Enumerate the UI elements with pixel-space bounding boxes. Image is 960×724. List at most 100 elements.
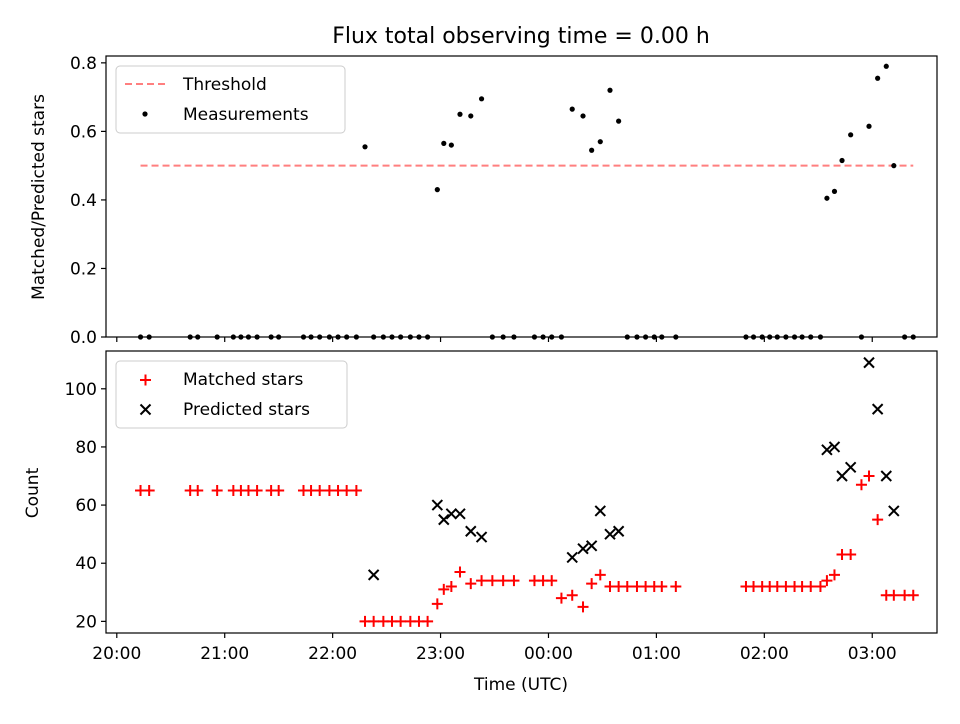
matched-star-point xyxy=(828,569,840,581)
matched-star-point xyxy=(192,485,204,497)
measurement-point xyxy=(540,334,546,340)
top-y-tick-label: 0.0 xyxy=(70,328,97,348)
legend-matched-label: Matched stars xyxy=(183,370,303,390)
bottom-y-tick-label: 100 xyxy=(65,380,97,400)
matched-star-point xyxy=(143,485,155,497)
measurement-point xyxy=(883,63,889,69)
bottom-legend: Matched stars Predicted stars xyxy=(115,360,348,429)
measurement-point xyxy=(767,334,773,340)
measurement-point xyxy=(146,334,152,340)
predicted-star-point xyxy=(585,540,598,552)
matched-star-point xyxy=(670,580,682,592)
matched-star-point xyxy=(656,580,668,592)
measurement-point xyxy=(858,334,865,340)
bottom-y-ticks: 20 40 60 80 100 xyxy=(65,380,106,632)
measurement-point xyxy=(371,334,377,340)
x-tick-label: 00:00 xyxy=(524,644,573,664)
measurement-point xyxy=(268,334,274,340)
measurement-point xyxy=(549,334,555,340)
measurement-point xyxy=(308,334,314,340)
measurement-point xyxy=(335,334,341,340)
measurement-point xyxy=(416,334,422,340)
measurement-point xyxy=(353,334,359,340)
predicted-star-point xyxy=(367,569,380,581)
measurement-point xyxy=(245,334,252,340)
measurement-point xyxy=(839,157,845,164)
bottom-x-ticks: 20:00 21:00 22:00 23:00 00:00 01:00 02:00 03:00 xyxy=(92,633,897,664)
matched-star-point xyxy=(211,485,223,497)
x-tick-label: 02:00 xyxy=(740,644,789,664)
predicted-star-point xyxy=(836,470,848,482)
matched-star-point xyxy=(907,589,919,601)
matched-star-point xyxy=(888,589,900,601)
measurement-point xyxy=(137,334,144,340)
predicted-star-point xyxy=(880,470,892,482)
matched-star-point xyxy=(486,575,498,587)
predicted-star-point xyxy=(594,505,606,517)
measurement-point xyxy=(317,334,323,340)
measurement-point xyxy=(380,334,386,340)
legend-predicted-label: Predicted stars xyxy=(183,400,310,420)
matched-star-point xyxy=(454,566,466,578)
measurement-point xyxy=(425,334,431,340)
legend-matched-swatch xyxy=(140,374,151,386)
measurement-point xyxy=(624,334,630,340)
matched-star-point xyxy=(422,615,434,627)
measurement-point xyxy=(799,334,805,340)
measurement-point xyxy=(276,334,282,340)
x-tick-label: 01:00 xyxy=(632,644,681,664)
measurement-point xyxy=(478,96,485,102)
measurement-point xyxy=(187,334,193,340)
predicted-star-point xyxy=(871,403,884,415)
measurement-point xyxy=(569,106,575,112)
measurement-point xyxy=(558,334,565,340)
predicted-star-point xyxy=(821,444,833,456)
top-legend: Threshold Measurements xyxy=(115,65,346,134)
matched-star-point xyxy=(814,580,826,592)
chart-title: Flux total observing time = 0.00 h xyxy=(332,24,710,49)
measurement-point xyxy=(407,334,413,340)
predicted-star-point xyxy=(465,525,477,537)
measurement-point xyxy=(875,75,881,81)
measurement-point xyxy=(774,334,780,340)
matched-star-point xyxy=(621,580,633,592)
measurement-point xyxy=(848,132,854,138)
matched-star-point xyxy=(350,485,362,497)
matched-star-point xyxy=(431,598,443,610)
legend-measurements-label: Measurements xyxy=(183,105,309,125)
matched-star-point xyxy=(821,575,833,587)
matched-star-point xyxy=(855,479,867,491)
predicted-star-point xyxy=(612,525,625,537)
measurement-point xyxy=(824,195,830,201)
measurement-point xyxy=(866,123,872,129)
bottom-y-tick-label: 80 xyxy=(75,438,97,458)
measurement-point xyxy=(195,334,201,340)
matched-star-point xyxy=(586,578,598,590)
measurement-point xyxy=(448,142,454,148)
matched-star-point xyxy=(546,575,558,587)
matched-star-point xyxy=(395,615,407,627)
predicted-star-point xyxy=(438,513,450,526)
measurement-point xyxy=(616,118,622,124)
x-axis-label: Time (UTC) xyxy=(473,675,568,695)
matched-star-point xyxy=(555,592,567,604)
bottom-panel: 20 40 60 80 100 20:00 21:00 22:00 23:00 00:00 01:… xyxy=(23,350,938,695)
matched-star-point xyxy=(476,575,488,587)
measurement-point xyxy=(759,334,765,340)
measurement-point xyxy=(891,163,897,169)
predicted-stars-series xyxy=(367,356,900,581)
measurement-point xyxy=(910,334,916,340)
measurement-point xyxy=(344,334,350,340)
top-y-ticks: 0.0 0.2 0.4 0.6 0.8 xyxy=(70,54,106,348)
measurement-point xyxy=(580,113,586,119)
matched-star-point xyxy=(368,615,380,627)
matched-star-point xyxy=(863,470,875,482)
measurement-point xyxy=(389,334,395,340)
measurement-point xyxy=(230,334,236,340)
measurement-point xyxy=(254,334,260,340)
measurement-point xyxy=(783,334,789,340)
matched-star-point xyxy=(577,601,589,613)
top-y-tick-label: 0.6 xyxy=(70,122,97,142)
measurement-point xyxy=(817,334,824,340)
predicted-star-point xyxy=(454,508,466,520)
